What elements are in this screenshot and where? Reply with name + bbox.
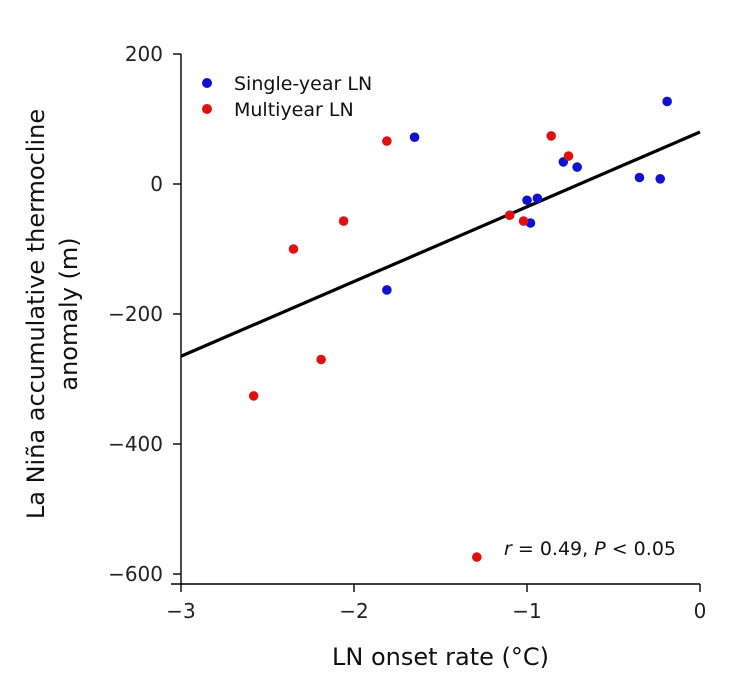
multiyear-point <box>518 216 529 226</box>
single-year-point <box>662 96 672 107</box>
legend-label-multiyear: Multiyear LN <box>234 99 354 121</box>
annotation-p-label: P <box>594 538 606 560</box>
multiyear-point <box>563 151 574 161</box>
y-tick-label: −200 <box>108 302 163 326</box>
legend-marker-multiyear <box>202 104 212 114</box>
data-points <box>248 96 672 562</box>
y-axis-title-line1: La Niña accumulative thermocline <box>22 109 50 519</box>
x-tick-label: 0 <box>694 599 707 623</box>
y-axis-title-line2: anomaly (m) <box>55 237 83 390</box>
correlation-annotation: r = 0.49, P < 0.05 <box>504 538 676 560</box>
multiyear-point <box>546 131 557 141</box>
y-tick-label: 200 <box>125 42 163 66</box>
regression-line <box>180 130 701 358</box>
multiyear-point <box>316 354 326 365</box>
multiyear-point <box>472 552 482 562</box>
legend-marker-single-year <box>202 78 212 88</box>
y-tick-label: −400 <box>108 432 163 456</box>
annotation-r-label: r <box>504 538 513 560</box>
multiyear-point <box>382 136 392 146</box>
annotation-p-value: < 0.05 <box>606 538 676 560</box>
x-tick-label: −2 <box>339 599 368 623</box>
y-tick-label: −600 <box>108 562 163 586</box>
single-year-point <box>572 162 582 172</box>
annotation-r-value: = 0.49, <box>512 538 594 560</box>
legend-label-single-year: Single-year LN <box>234 73 372 95</box>
y-tick-label: 0 <box>150 172 163 196</box>
multiyear-point <box>504 210 515 220</box>
x-axis-title: LN onset rate (°C) <box>332 643 549 671</box>
x-tick-label: −3 <box>166 599 195 623</box>
single-year-point <box>634 172 645 183</box>
multiyear-point <box>248 391 259 401</box>
single-year-point <box>409 132 420 142</box>
x-tick-label: −1 <box>512 599 541 623</box>
legend: Single-year LN Multiyear LN <box>202 73 372 121</box>
single-year-point <box>532 193 543 204</box>
single-year-point <box>522 195 532 206</box>
multiyear-point <box>338 216 349 226</box>
multiyear-point <box>288 244 299 254</box>
single-year-point <box>655 174 666 184</box>
single-year-point <box>382 285 392 295</box>
